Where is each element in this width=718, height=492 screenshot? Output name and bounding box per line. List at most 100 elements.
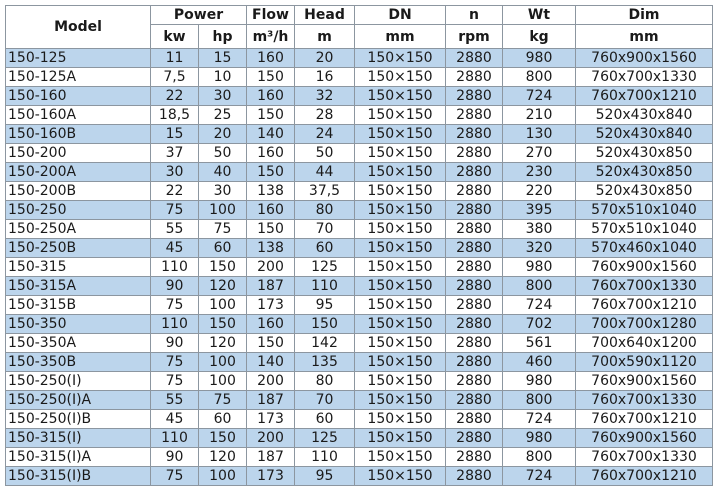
- cell-head: 24: [294, 124, 355, 144]
- table-row: 150-250B 45 60 138 60 150×150 2880 320 570x460x1…: [5, 238, 713, 258]
- cell-kw: 18,5: [150, 105, 199, 125]
- cell-head: 60: [294, 238, 355, 258]
- cell-flow: 200: [246, 257, 295, 277]
- table-row: 150-315(I) 110 150 200 125 150×150 2880 980 760x…: [5, 428, 713, 448]
- cell-dn: 150×150: [354, 238, 446, 258]
- cell-flow: 138: [246, 181, 295, 201]
- cell-kw: 45: [150, 238, 199, 258]
- cell-head: 95: [294, 295, 355, 315]
- cell-model: 150-315(I)B: [5, 466, 151, 486]
- cell-hp: 100: [198, 352, 247, 372]
- header-dn-unit: mm: [354, 24, 446, 49]
- cell-hp: 60: [198, 409, 247, 429]
- cell-dim: 700x590x1120: [575, 352, 713, 372]
- cell-wt: 800: [502, 447, 576, 467]
- cell-dim: 520x430x850: [575, 162, 713, 182]
- cell-wt: 800: [502, 390, 576, 410]
- cell-n: 2880: [445, 200, 503, 220]
- cell-wt: 561: [502, 333, 576, 353]
- cell-head: 50: [294, 143, 355, 163]
- cell-hp: 150: [198, 257, 247, 277]
- cell-model: 150-200: [5, 143, 151, 163]
- cell-dim: 760x700x1210: [575, 295, 713, 315]
- table-row: 150-315(I)B 75 100 173 95 150×150 2880 724 760x7…: [5, 466, 713, 486]
- cell-flow: 138: [246, 238, 295, 258]
- cell-n: 2880: [445, 238, 503, 258]
- cell-n: 2880: [445, 67, 503, 87]
- cell-dn: 150×150: [354, 447, 446, 467]
- cell-hp: 150: [198, 314, 247, 334]
- cell-kw: 37: [150, 143, 199, 163]
- cell-model: 150-315A: [5, 276, 151, 296]
- cell-head: 125: [294, 257, 355, 277]
- cell-hp: 120: [198, 333, 247, 353]
- cell-dim: 760x900x1560: [575, 48, 713, 68]
- header-hp: hp: [198, 24, 247, 49]
- cell-n: 2880: [445, 86, 503, 106]
- table-row: 150-315 110 150 200 125 150×150 2880 980 760x900…: [5, 257, 713, 277]
- cell-wt: 724: [502, 466, 576, 486]
- cell-n: 2880: [445, 219, 503, 239]
- header-head-unit: m: [294, 24, 355, 49]
- header-kw: kw: [150, 24, 199, 49]
- cell-kw: 7,5: [150, 67, 199, 87]
- table-row: 150-160B 15 20 140 24 150×150 2880 130 520x430x8…: [5, 124, 713, 144]
- cell-flow: 160: [246, 48, 295, 68]
- header-n-unit: rpm: [445, 24, 503, 49]
- cell-flow: 173: [246, 466, 295, 486]
- cell-model: 150-250(I)A: [5, 390, 151, 410]
- cell-dim: 760x900x1560: [575, 428, 713, 448]
- cell-hp: 100: [198, 371, 247, 391]
- cell-head: 70: [294, 219, 355, 239]
- cell-wt: 702: [502, 314, 576, 334]
- cell-kw: 75: [150, 352, 199, 372]
- cell-dn: 150×150: [354, 295, 446, 315]
- cell-hp: 30: [198, 181, 247, 201]
- cell-hp: 100: [198, 200, 247, 220]
- cell-dim: 520x430x850: [575, 143, 713, 163]
- cell-hp: 100: [198, 466, 247, 486]
- pump-spec-table: Model Power Flow Head DN n Wt Dim kw hp …: [5, 5, 713, 486]
- cell-dim: 700x640x1200: [575, 333, 713, 353]
- cell-wt: 980: [502, 371, 576, 391]
- cell-head: 142: [294, 333, 355, 353]
- cell-model: 150-350A: [5, 333, 151, 353]
- cell-model: 150-315B: [5, 295, 151, 315]
- cell-wt: 320: [502, 238, 576, 258]
- cell-hp: 120: [198, 447, 247, 467]
- cell-dn: 150×150: [354, 466, 446, 486]
- cell-kw: 22: [150, 181, 199, 201]
- cell-n: 2880: [445, 124, 503, 144]
- cell-wt: 980: [502, 428, 576, 448]
- cell-dim: 520x430x840: [575, 105, 713, 125]
- cell-dn: 150×150: [354, 219, 446, 239]
- cell-head: 135: [294, 352, 355, 372]
- table-row: 150-125A 7,5 10 150 16 150×150 2880 800 760x700x…: [5, 67, 713, 87]
- cell-kw: 110: [150, 428, 199, 448]
- cell-hp: 10: [198, 67, 247, 87]
- table-row: 150-250A 55 75 150 70 150×150 2880 380 570x510x1…: [5, 219, 713, 239]
- table-row: 150-250(I)A 55 75 187 70 150×150 2880 800 760x70…: [5, 390, 713, 410]
- cell-dn: 150×150: [354, 257, 446, 277]
- cell-flow: 150: [246, 162, 295, 182]
- cell-wt: 130: [502, 124, 576, 144]
- table-row: 150-350B 75 100 140 135 150×150 2880 460 700x590…: [5, 352, 713, 372]
- cell-dn: 150×150: [354, 428, 446, 448]
- cell-model: 150-200B: [5, 181, 151, 201]
- cell-n: 2880: [445, 105, 503, 125]
- cell-head: 37,5: [294, 181, 355, 201]
- cell-wt: 724: [502, 295, 576, 315]
- cell-dn: 150×150: [354, 181, 446, 201]
- cell-n: 2880: [445, 276, 503, 296]
- cell-n: 2880: [445, 181, 503, 201]
- cell-model: 150-350B: [5, 352, 151, 372]
- cell-model: 150-315: [5, 257, 151, 277]
- cell-head: 80: [294, 371, 355, 391]
- cell-hp: 100: [198, 295, 247, 315]
- cell-dim: 700x700x1280: [575, 314, 713, 334]
- cell-dn: 150×150: [354, 390, 446, 410]
- cell-kw: 30: [150, 162, 199, 182]
- table-row: 150-250(I) 75 100 200 80 150×150 2880 980 760x90…: [5, 371, 713, 391]
- cell-model: 150-250A: [5, 219, 151, 239]
- cell-flow: 173: [246, 295, 295, 315]
